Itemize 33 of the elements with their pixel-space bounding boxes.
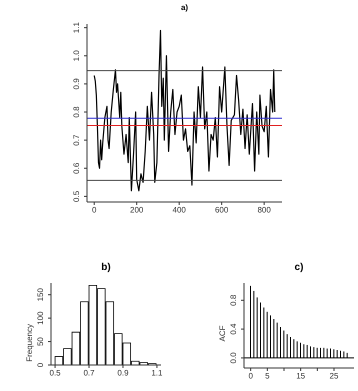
y-tick-label: 150 <box>36 287 45 302</box>
x-tick-label: 0 <box>92 206 97 215</box>
y-axis-title: Frequency <box>24 324 34 362</box>
y-tick-label: 0.0 <box>229 352 238 364</box>
y-tick-label: 0.8 <box>229 294 238 306</box>
x-tick-label: 0.7 <box>83 368 96 378</box>
y-tick-label: 50 <box>36 336 45 346</box>
y-tick-label: 0.7 <box>72 134 81 146</box>
x-tick-label: 0.9 <box>117 368 130 378</box>
x-tick-label: 0 <box>248 372 254 381</box>
y-tick-label: 0.9 <box>72 78 81 90</box>
x-tick-label: 25 <box>330 372 339 381</box>
y-tick-label: 0.8 <box>72 106 81 118</box>
x-tick-label: 1.1 <box>151 368 164 378</box>
chart-title: a) <box>180 3 190 12</box>
x-tick-label: 400 <box>172 206 186 215</box>
y-tick-label: 0.4 <box>229 322 238 335</box>
y-tick-label: 0.6 <box>72 162 81 174</box>
y-tick-label: 1.0 <box>72 50 81 62</box>
x-tick-label: 0.5 <box>50 368 62 378</box>
chart-title: b) <box>100 262 112 273</box>
x-tick-label: 15 <box>296 372 306 381</box>
y-tick-label: 1.1 <box>72 22 81 34</box>
x-tick-label: 600 <box>214 206 229 215</box>
line-series <box>94 30 276 192</box>
x-tick-label: 5 <box>265 372 270 381</box>
x-tick-label: 200 <box>130 206 144 215</box>
x-tick-label: 800 <box>257 206 272 215</box>
y-tick-label: 100 <box>36 310 45 325</box>
y-axis-title: ACF <box>218 325 227 342</box>
y-tick-label: 0 <box>36 362 45 368</box>
y-tick-label: 0.5 <box>72 190 81 202</box>
chart-title: c) <box>294 262 304 273</box>
